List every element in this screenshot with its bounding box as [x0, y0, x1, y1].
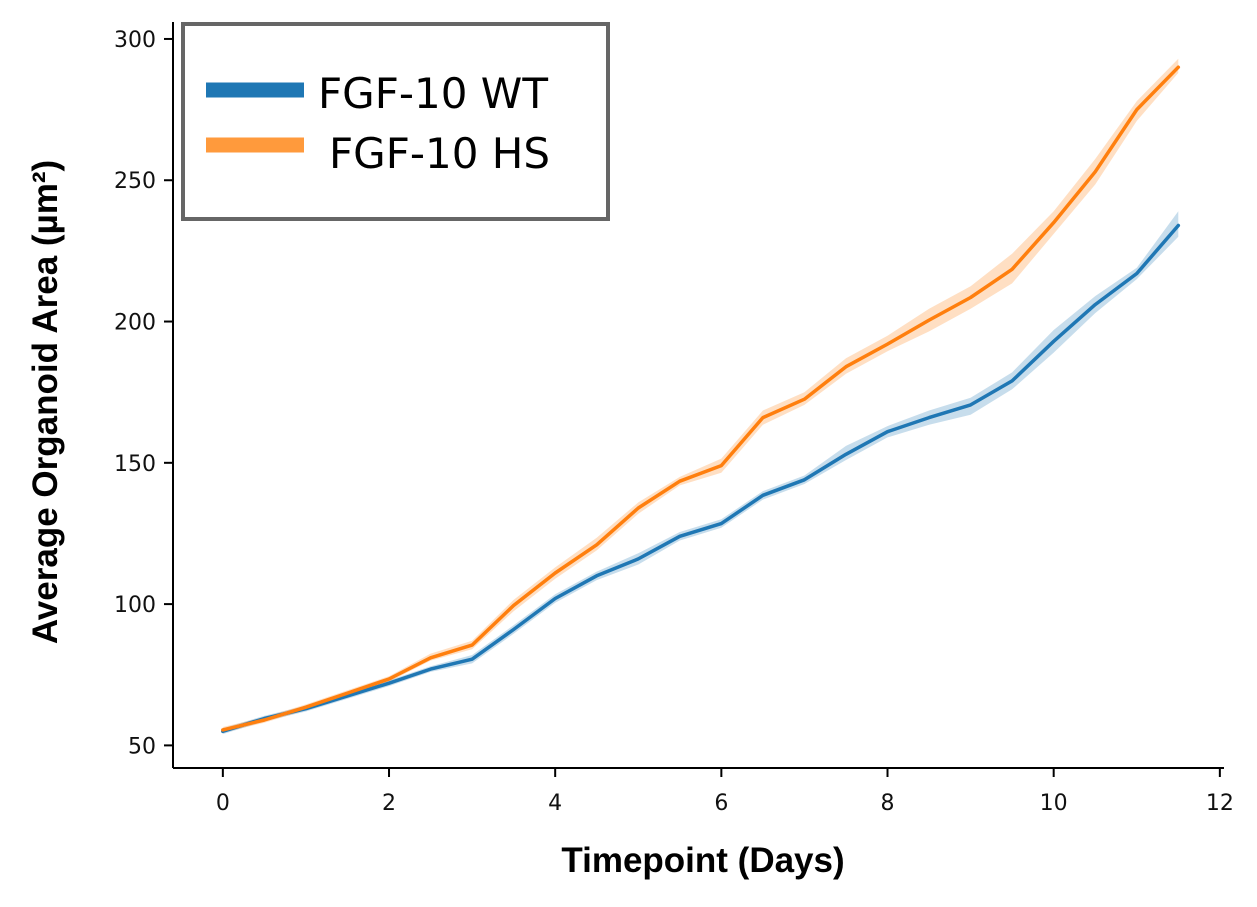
- y-tick-label: 100: [114, 593, 156, 618]
- x-axis-ticks: 0 2 4 6 8 10 12: [216, 768, 1234, 816]
- y-tick-label: 250: [114, 169, 156, 194]
- x-axis-title: Timepoint (Days): [561, 841, 844, 880]
- y-tick-label: 50: [128, 734, 156, 759]
- y-axis-ticks: 50 100 150 200 250 300: [114, 28, 173, 759]
- legend-label-wt: FGF-10 WT: [318, 69, 548, 118]
- series-line-hs: [221, 65, 1181, 732]
- x-tick-label: 6: [714, 791, 728, 816]
- series-line-wt: [221, 223, 1181, 734]
- y-axis-title: Average Organoid Area (µm²): [26, 160, 65, 644]
- y-tick-label: 200: [114, 311, 156, 336]
- x-tick-label: 0: [216, 791, 230, 816]
- x-tick-label: 2: [382, 791, 396, 816]
- y-tick-label: 300: [114, 28, 156, 53]
- x-tick-label: 8: [881, 791, 895, 816]
- x-tick-label: 10: [1040, 791, 1068, 816]
- series-lines: [221, 65, 1181, 734]
- legend-label-hs: FGF-10 HS: [329, 129, 550, 178]
- x-tick-label: 12: [1206, 791, 1234, 816]
- legend-box: [181, 22, 610, 221]
- y-tick-label: 150: [114, 452, 156, 477]
- legend: FGF-10 WT FGF-10 HS: [181, 22, 610, 221]
- x-tick-label: 4: [548, 791, 562, 816]
